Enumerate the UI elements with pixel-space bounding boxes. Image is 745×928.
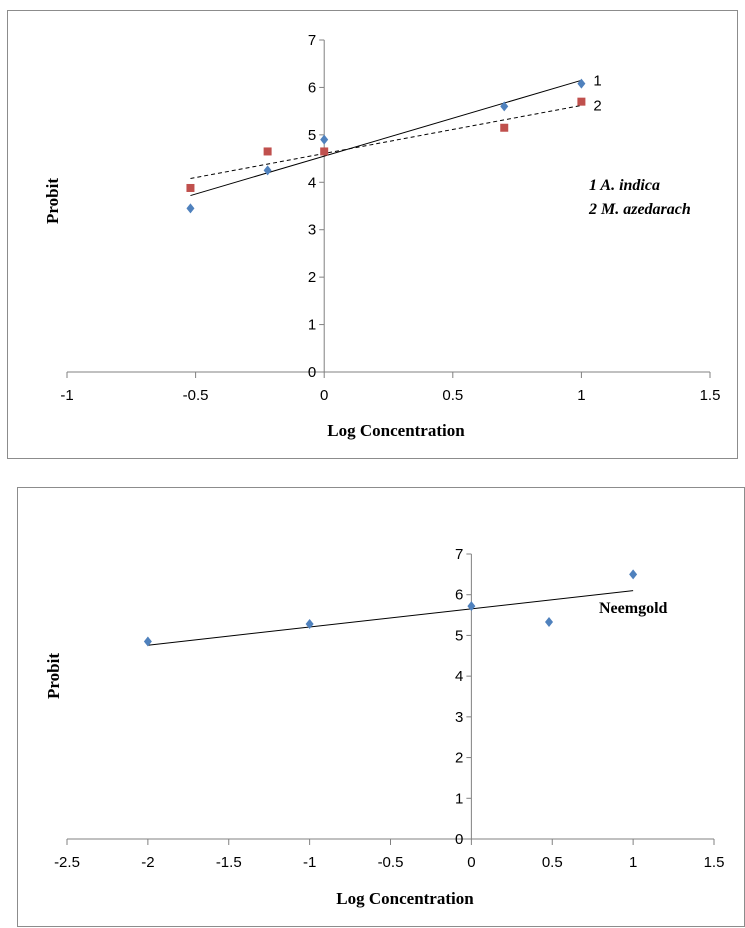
legend-line-1: 1 A. indica bbox=[589, 177, 660, 194]
series-label-1: 1 bbox=[593, 72, 601, 89]
trendline-series-1 bbox=[190, 79, 582, 197]
data-point-square bbox=[320, 147, 329, 156]
legend-line-1: Neemgold bbox=[599, 600, 668, 617]
y-tick-label: 6 bbox=[455, 587, 463, 604]
x-tick-label: 1.5 bbox=[704, 854, 725, 871]
data-point-diamond bbox=[263, 165, 272, 176]
x-tick-label: -2.5 bbox=[54, 854, 80, 871]
probit-chart-2: Probit Log Concentration Neemgold -2.5 -2… bbox=[44, 546, 725, 908]
y-tick-label: 3 bbox=[308, 222, 316, 239]
x-tick-label: -0.5 bbox=[183, 387, 209, 404]
data-point-diamond bbox=[305, 619, 314, 630]
x-tick-label: 0.5 bbox=[442, 387, 463, 404]
y-tick-label: 3 bbox=[455, 709, 463, 726]
data-point-diamond bbox=[500, 101, 509, 112]
x-tick-label: 1.5 bbox=[700, 387, 721, 404]
x-tick-label: -1 bbox=[60, 387, 73, 404]
x-tick-label: 1 bbox=[577, 387, 585, 404]
legend-line-2: 2 M. azedarach bbox=[588, 201, 691, 218]
x-tick-label: -1 bbox=[303, 854, 316, 871]
data-point-diamond bbox=[320, 134, 329, 145]
x-tick-label: 0.5 bbox=[542, 854, 563, 871]
data-point-diamond bbox=[186, 203, 195, 214]
data-point-diamond bbox=[629, 569, 638, 580]
y-tick-label: 2 bbox=[308, 269, 316, 286]
y-tick-label: 5 bbox=[308, 127, 316, 144]
y-tick-label: 0 bbox=[455, 831, 463, 848]
y-tick-label: 0 bbox=[308, 364, 316, 381]
x-tick-label: 0 bbox=[467, 854, 475, 871]
chart-panel-1: Probit Log Concentration 1 A. indica 2 M… bbox=[7, 10, 738, 459]
x-tick-label: -2 bbox=[141, 854, 154, 871]
x-axis-label: Log Concentration bbox=[327, 421, 465, 440]
probit-chart-1: Probit Log Concentration 1 A. indica 2 M… bbox=[43, 32, 721, 440]
y-tick-label: 4 bbox=[455, 668, 463, 685]
y-axis-label: Probit bbox=[44, 653, 63, 699]
data-point-square bbox=[577, 97, 586, 106]
x-tick-label: 1 bbox=[629, 854, 637, 871]
y-tick-label: 7 bbox=[455, 546, 463, 563]
y-tick-label: 1 bbox=[455, 790, 463, 807]
y-tick-label: 5 bbox=[455, 627, 463, 644]
data-point-square bbox=[500, 123, 509, 132]
y-tick-label: 6 bbox=[308, 79, 316, 96]
y-tick-label: 1 bbox=[308, 317, 316, 334]
y-axis-label: Probit bbox=[43, 178, 62, 224]
chart-panel-2: Probit Log Concentration Neemgold -2.5 -2… bbox=[17, 487, 745, 927]
y-tick-label: 4 bbox=[308, 174, 316, 191]
data-point-diamond bbox=[545, 616, 554, 627]
x-tick-label: -1.5 bbox=[216, 854, 242, 871]
data-point-diamond bbox=[467, 601, 476, 612]
y-tick-label: 2 bbox=[455, 750, 463, 767]
x-tick-label: -0.5 bbox=[378, 854, 404, 871]
data-point-diamond bbox=[143, 636, 152, 647]
series-label-2: 2 bbox=[593, 97, 601, 114]
x-tick-label: 0 bbox=[320, 387, 328, 404]
data-point-diamond bbox=[577, 78, 586, 89]
x-axis-label: Log Concentration bbox=[336, 889, 474, 908]
data-point-square bbox=[263, 147, 272, 156]
trendline-series-1 bbox=[147, 590, 634, 646]
trendline-series-2 bbox=[190, 104, 582, 179]
data-point-square bbox=[186, 183, 195, 192]
y-tick-label: 7 bbox=[308, 32, 316, 49]
